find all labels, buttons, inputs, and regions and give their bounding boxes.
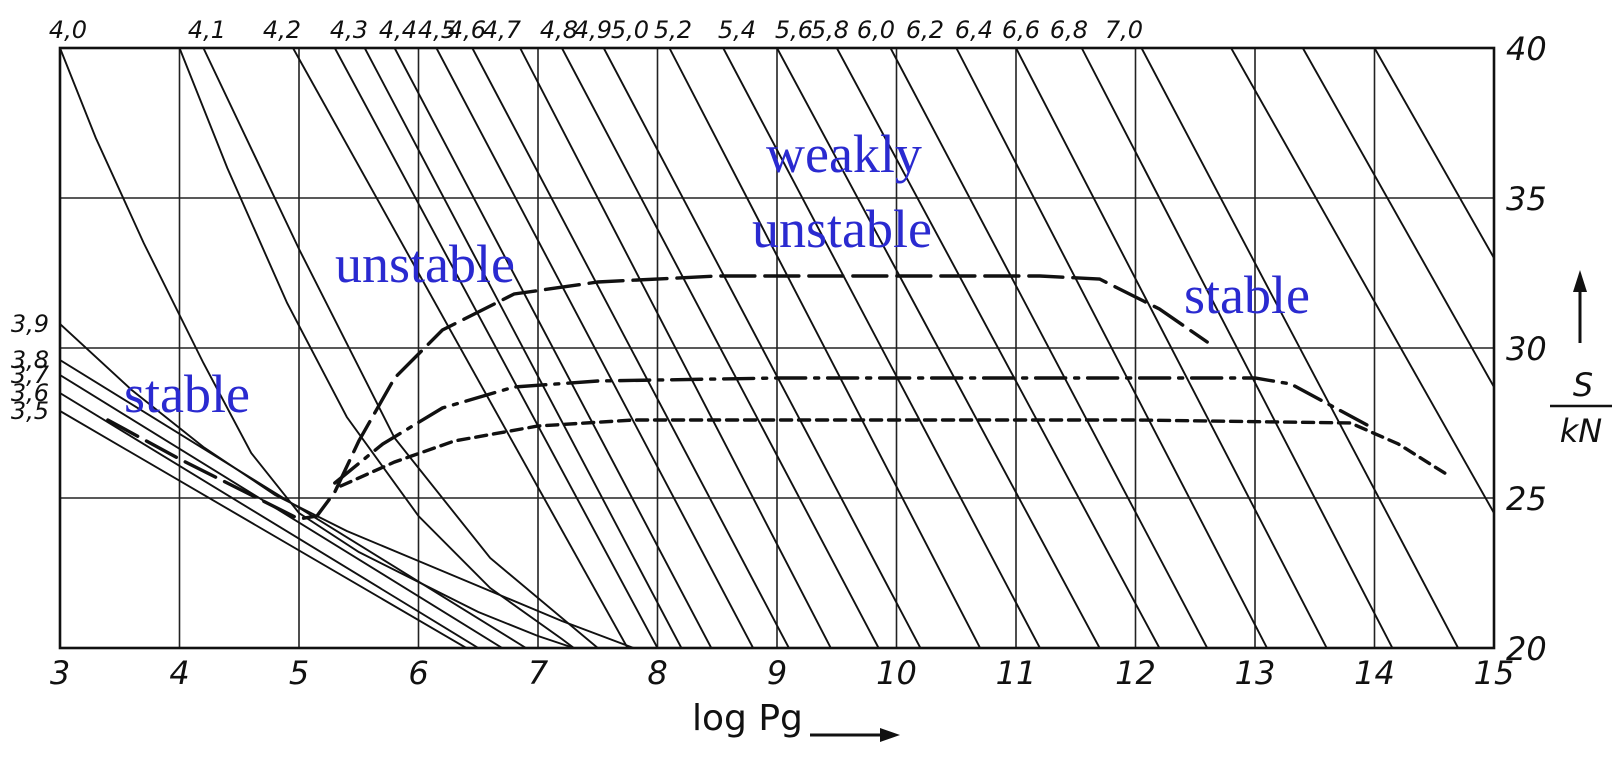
- isoline-label: 6,0: [857, 16, 895, 44]
- isoline-label: 6,2: [906, 16, 944, 44]
- isoline-label: 5,6: [775, 16, 813, 44]
- isoline: [722, 48, 1041, 648]
- isoline-label: 5,0: [611, 16, 649, 44]
- region-label-stable-right: stable: [1184, 265, 1310, 325]
- isoline-label: 4,9: [574, 16, 612, 44]
- x-tick-label: 6: [408, 654, 428, 692]
- isoline: [435, 48, 754, 648]
- isolines: [60, 48, 1494, 648]
- isoline: [60, 323, 634, 648]
- isoline-label: 5,4: [718, 16, 756, 44]
- isoline-label: 4,0: [49, 16, 87, 44]
- x-tick-label: 15: [1474, 654, 1515, 692]
- isoline-label: 4,7: [483, 16, 522, 44]
- isoline-labels: 4,0 4,1 4,2 4,3 4,4 4,54,64,7 4,84,95,0 5,2 5,4 5…: [11, 16, 1143, 425]
- x-axis-arrow-icon: [810, 728, 900, 742]
- isoline: [1230, 48, 1494, 514]
- isoline: [1373, 48, 1494, 259]
- isoline-label: 4,8: [540, 16, 578, 44]
- x-tick-label: 5: [289, 654, 309, 692]
- x-tick-label: 7: [528, 654, 549, 692]
- isoline-label: 4,1: [188, 16, 226, 44]
- isoline-label: 5,8: [811, 16, 849, 44]
- isoline: [1080, 48, 1394, 648]
- x-tick-label: 4: [169, 654, 189, 692]
- isoline-label: 4,2: [263, 16, 301, 44]
- boundary-curve-long-dash: [106, 274, 1209, 521]
- isoline: [519, 48, 832, 648]
- x-tick-labels: 3 4 5 6 7 8 9 10 11 12 13 14 15: [50, 654, 1515, 692]
- isoline-label: 3,6: [11, 379, 49, 407]
- isoline-label: 3,9: [11, 310, 49, 338]
- x-tick-label: 12: [1115, 654, 1156, 692]
- isoline-label: 4,6: [448, 16, 486, 44]
- x-tick-label: 10: [876, 654, 917, 692]
- isoline-label: 6,4: [955, 16, 993, 44]
- isoline-label: 3,7: [11, 361, 50, 389]
- y-tick-label: 25: [1506, 480, 1547, 518]
- x-axis-label: log Pg: [692, 698, 803, 739]
- isoline-label: 5,2: [654, 16, 692, 44]
- boundary-curve-dash-dot: [333, 376, 1377, 485]
- y-tick-label: 35: [1506, 180, 1547, 218]
- isoline-label: 4,3: [330, 16, 368, 44]
- y-tick-labels: 20 25 30 35 40: [1506, 30, 1547, 668]
- x-tick-label: 11: [996, 654, 1037, 692]
- isoline: [60, 48, 575, 648]
- isoline: [835, 48, 1161, 648]
- isoline-label: 3,8: [11, 346, 49, 374]
- y-tick-label: 30: [1506, 330, 1547, 368]
- isoline: [292, 48, 629, 648]
- isoline-label: 4,4: [379, 16, 417, 44]
- region-label-weakly: weakly: [766, 124, 922, 184]
- x-tick-label: 13: [1235, 654, 1276, 692]
- isoline: [60, 392, 479, 648]
- isoline-label: 4,5: [418, 16, 456, 44]
- isoline: [393, 48, 713, 648]
- isoline: [1015, 48, 1328, 648]
- isoline: [776, 48, 1101, 648]
- isoline: [1140, 48, 1459, 648]
- isoline: [333, 48, 659, 648]
- boundary-curves: [106, 274, 1448, 521]
- isoline: [1301, 48, 1494, 388]
- y-axis-label-denominator: kN: [1560, 412, 1603, 450]
- y-tick-label: 20: [1506, 630, 1547, 668]
- isoline: [955, 48, 1268, 648]
- isoline-label: 6,8: [1050, 16, 1088, 44]
- y-axis-arrow-icon: [1573, 270, 1587, 343]
- isoline-label: 6,6: [1002, 16, 1040, 44]
- isoline: [471, 48, 790, 648]
- x-tick-label: 9: [767, 654, 787, 692]
- isoline: [561, 48, 880, 648]
- x-tick-label: 8: [647, 654, 667, 692]
- isoline: [363, 48, 683, 648]
- x-tick-label: 14: [1354, 654, 1395, 692]
- isoline: [60, 410, 467, 648]
- region-label-weakly-unstable: unstable: [752, 199, 932, 259]
- isoline: [602, 48, 922, 648]
- boundary-curve-short-dash: [339, 418, 1448, 488]
- isoline-label: 7,0: [1105, 16, 1143, 44]
- isoline: [668, 48, 981, 648]
- isoline: [60, 359, 527, 648]
- y-axis-label-numerator: S: [1573, 366, 1593, 404]
- x-tick-label: 3: [50, 654, 70, 692]
- isoline: [889, 48, 1209, 648]
- region-label-stable-left: stable: [124, 364, 250, 424]
- plot-frame: [58, 46, 1496, 650]
- isoline-label: 3,5: [11, 397, 49, 425]
- region-label-unstable: unstable: [335, 234, 515, 294]
- y-tick-label: 40: [1506, 30, 1547, 68]
